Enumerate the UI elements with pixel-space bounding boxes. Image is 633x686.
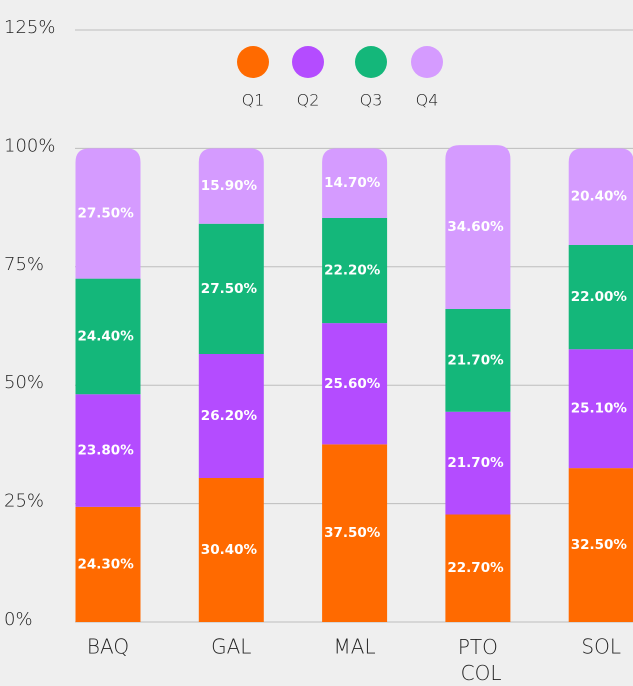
- data-label: 21.70%: [447, 455, 504, 471]
- legend-label: Q3: [360, 91, 383, 110]
- bar-segment: [322, 323, 388, 445]
- data-label: 24.30%: [78, 556, 135, 572]
- data-label: 22.00%: [571, 289, 628, 305]
- bar-segment: [445, 145, 511, 309]
- data-label: 15.90%: [201, 178, 258, 194]
- x-tick-label: PTO COL: [454, 635, 501, 685]
- bar-segment: [568, 148, 633, 246]
- y-tick-label: 100%: [4, 135, 55, 156]
- bar-segment: [445, 308, 511, 412]
- data-label: 25.60%: [324, 376, 381, 392]
- data-label: 30.40%: [201, 542, 258, 558]
- data-label: 23.80%: [78, 443, 135, 459]
- bar-segment: [568, 468, 633, 622]
- data-label: 24.40%: [78, 328, 135, 344]
- bar-segment: [322, 444, 388, 622]
- data-label: 25.10%: [571, 401, 628, 417]
- bar-segment: [75, 394, 141, 507]
- data-label: 37.50%: [324, 525, 381, 541]
- data-label: 20.40%: [571, 189, 628, 205]
- bar-segment: [568, 349, 633, 469]
- bar-segment: [445, 411, 511, 515]
- y-tick-label: 125%: [4, 17, 55, 38]
- bar-segment: [568, 245, 633, 350]
- y-tick-label: 75%: [4, 254, 44, 275]
- data-label: 22.70%: [447, 560, 504, 576]
- legend-swatch: [355, 46, 387, 78]
- legend-label: Q1: [242, 91, 265, 110]
- legend-swatch: [237, 46, 269, 78]
- x-tick-label: BAQ: [87, 635, 129, 659]
- bar-segment: [75, 506, 141, 622]
- bar-segment: [445, 514, 511, 622]
- data-label: 34.60%: [447, 219, 504, 235]
- data-label: 22.20%: [324, 263, 381, 279]
- bar-segment: [198, 148, 264, 224]
- bar-segment: [198, 478, 264, 622]
- y-tick-label: 25%: [4, 491, 44, 512]
- data-label: 32.50%: [571, 537, 628, 553]
- x-tick-label: SOL: [581, 635, 621, 659]
- legend-swatch: [292, 46, 324, 78]
- legend-swatch: [411, 46, 443, 78]
- bar-segment: [322, 148, 388, 219]
- bar-segment: [198, 353, 264, 479]
- y-tick-label: 0%: [4, 609, 33, 630]
- bar-segment: [198, 223, 264, 354]
- legend-label: Q2: [297, 91, 320, 110]
- y-tick-label: 50%: [4, 372, 44, 393]
- data-label: 27.50%: [78, 206, 135, 222]
- x-tick-label: GAL: [211, 635, 251, 659]
- data-label: 21.70%: [447, 352, 504, 368]
- data-label: 14.70%: [324, 175, 381, 191]
- data-label: 26.20%: [201, 408, 258, 424]
- legend-label: Q4: [416, 91, 439, 110]
- bar-segment: [75, 278, 141, 395]
- bar-segment: [75, 148, 141, 279]
- data-label: 27.50%: [201, 281, 258, 297]
- x-tick-label: MAL: [334, 635, 376, 659]
- bar-segment: [322, 218, 388, 324]
